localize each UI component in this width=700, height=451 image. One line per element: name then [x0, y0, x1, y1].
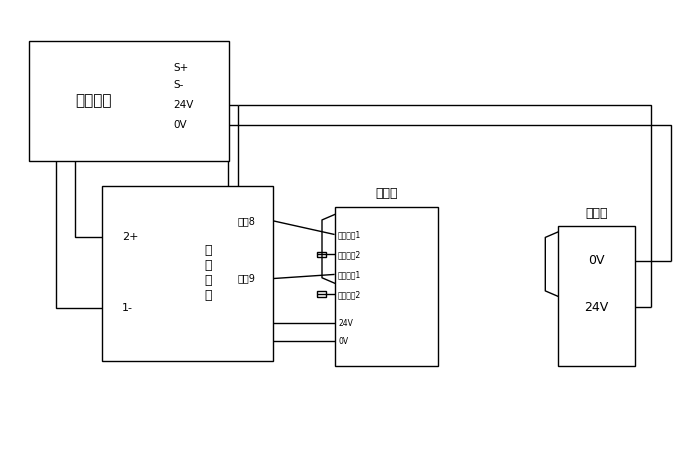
Text: 0V: 0V — [588, 254, 605, 267]
Text: 24V: 24V — [584, 301, 608, 314]
Text: 故障输出1: 故障输出1 — [338, 230, 361, 239]
Bar — [335, 207, 438, 366]
Text: 接收器: 接收器 — [375, 188, 398, 200]
Text: 2+: 2+ — [122, 231, 139, 242]
Text: 报警输出1: 报警输出1 — [338, 270, 361, 279]
Text: 24V: 24V — [338, 318, 353, 327]
Text: 报警主机: 报警主机 — [75, 93, 111, 108]
Bar — [558, 226, 635, 366]
Text: 输入9: 输入9 — [238, 274, 256, 284]
Text: S+: S+ — [173, 63, 188, 73]
Text: 24V: 24V — [173, 101, 193, 110]
Text: S-: S- — [173, 80, 183, 90]
Text: 输入8: 输入8 — [238, 216, 256, 226]
Text: 发射器: 发射器 — [585, 207, 608, 220]
Text: 报警输出2: 报警输出2 — [338, 290, 361, 299]
Text: 输
入
模
块: 输 入 模 块 — [204, 244, 211, 302]
Bar — [29, 41, 229, 161]
Text: 0V: 0V — [338, 337, 348, 346]
Text: 0V: 0V — [173, 120, 187, 129]
Bar — [102, 186, 273, 361]
Text: 故障输出2: 故障输出2 — [338, 250, 361, 259]
Text: 1-: 1- — [122, 304, 133, 313]
